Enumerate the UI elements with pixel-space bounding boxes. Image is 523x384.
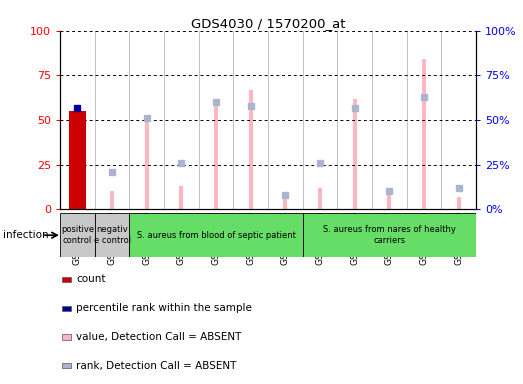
Bar xyxy=(248,89,253,209)
Bar xyxy=(457,197,461,209)
Text: count: count xyxy=(76,274,106,285)
FancyBboxPatch shape xyxy=(95,213,129,257)
FancyBboxPatch shape xyxy=(303,213,476,257)
Bar xyxy=(318,188,322,209)
Text: positive
control: positive control xyxy=(61,225,94,245)
Text: S. aureus from nares of healthy
carriers: S. aureus from nares of healthy carriers xyxy=(323,225,456,245)
Title: GDS4030 / 1570200_at: GDS4030 / 1570200_at xyxy=(191,17,345,30)
Text: infection: infection xyxy=(3,230,48,240)
Bar xyxy=(62,277,71,282)
Text: S. aureus from blood of septic patient: S. aureus from blood of septic patient xyxy=(137,231,295,240)
Text: value, Detection Call = ABSENT: value, Detection Call = ABSENT xyxy=(76,332,241,342)
Bar xyxy=(62,334,71,339)
Bar xyxy=(69,111,86,209)
Bar xyxy=(387,192,391,209)
Bar xyxy=(422,59,426,209)
Bar xyxy=(283,197,288,209)
Text: percentile rank within the sample: percentile rank within the sample xyxy=(76,303,252,313)
Text: rank, Detection Call = ABSENT: rank, Detection Call = ABSENT xyxy=(76,361,236,371)
Text: negativ
e control: negativ e control xyxy=(94,225,131,245)
Bar xyxy=(62,363,71,368)
Bar xyxy=(353,99,357,209)
Bar xyxy=(179,186,184,209)
Bar xyxy=(214,99,218,209)
FancyBboxPatch shape xyxy=(129,213,303,257)
Bar xyxy=(110,192,114,209)
FancyBboxPatch shape xyxy=(60,213,95,257)
Bar xyxy=(62,306,71,311)
Bar xyxy=(145,122,149,209)
